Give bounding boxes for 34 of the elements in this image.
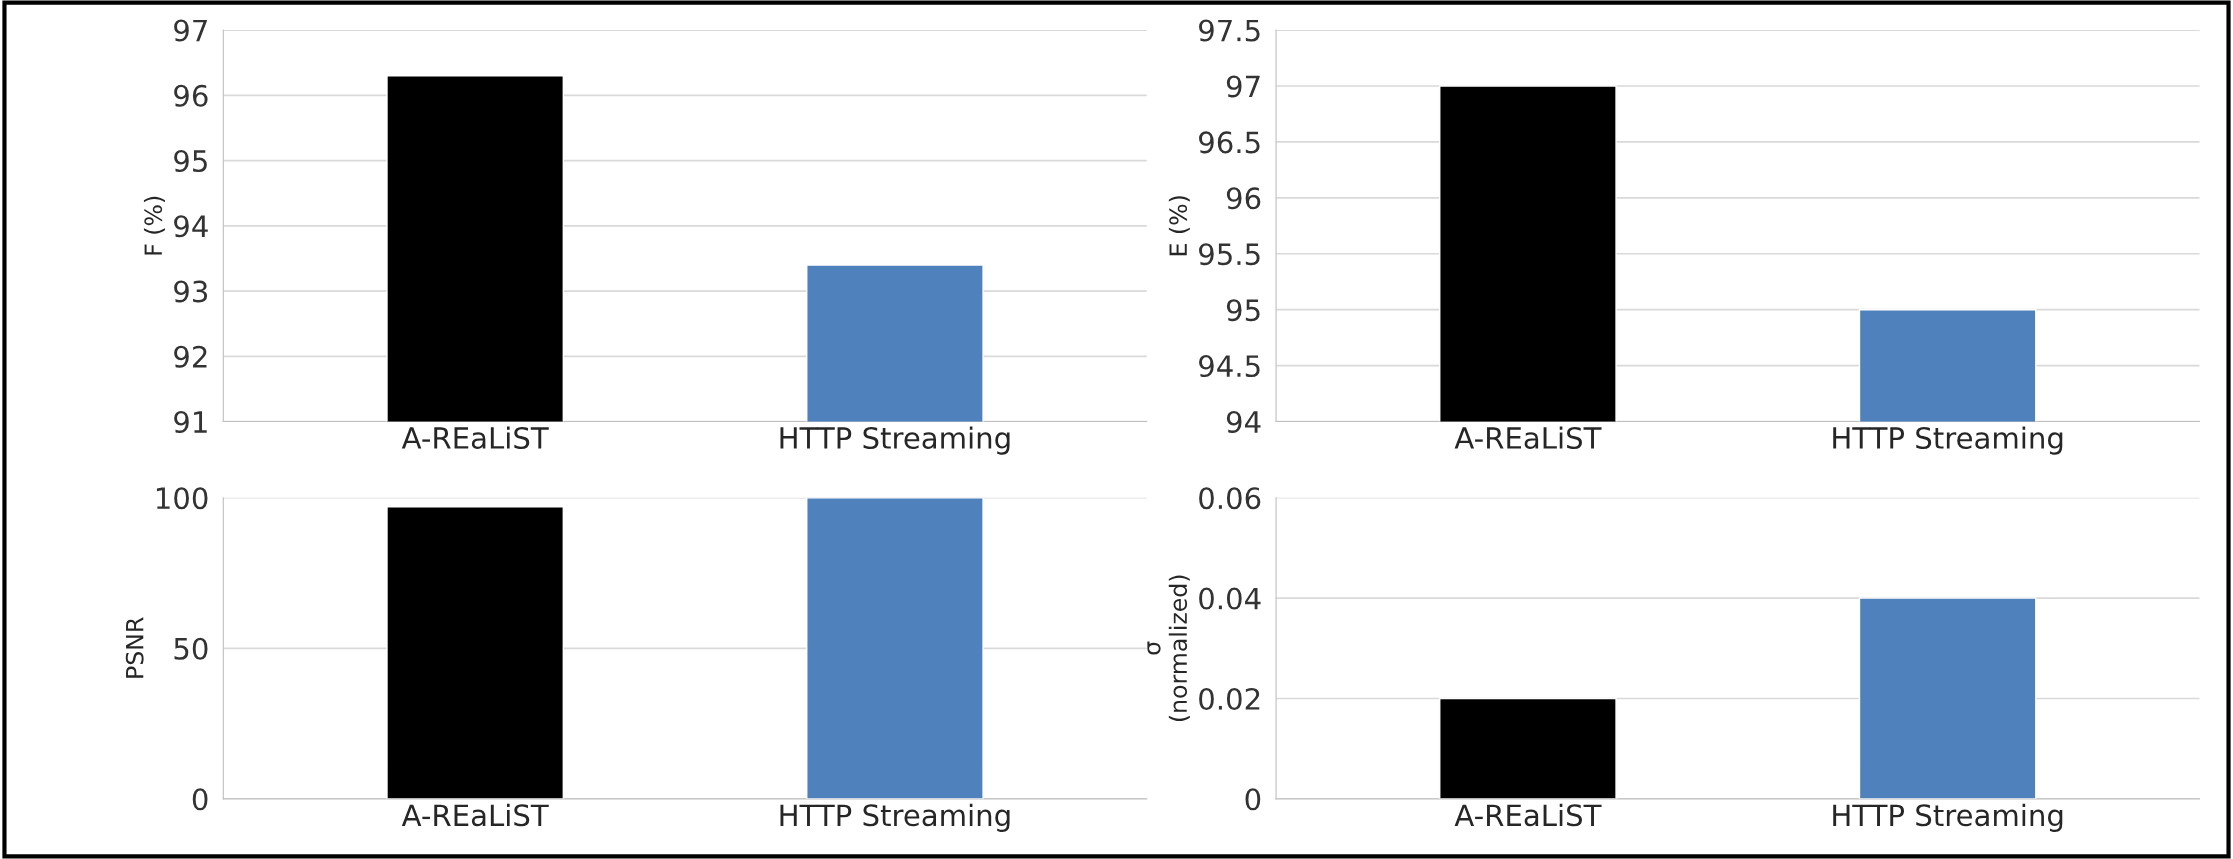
y-tick-label: 97.5 (1199, 19, 1260, 42)
y-tick-label: 0.04 (1199, 587, 1261, 610)
x-tick-label: A-REaLiST (401, 803, 549, 827)
y-tick-label: 94 (174, 215, 208, 238)
y-tick-label: 91 (174, 410, 207, 434)
y-axis-title: F (%) (143, 196, 165, 255)
y-axis-title: σ (normalized) (1147, 575, 1190, 722)
x-tick-label: HTTP Streaming (1833, 426, 2063, 455)
x-tick-label: A-REaLiST (401, 426, 549, 449)
y-tick-label: 94.5 (1199, 355, 1260, 378)
x-tick-label: HTTP Streaming (1833, 803, 2063, 832)
y-tick-label: 0 (1245, 788, 1261, 811)
x-tick-label: A-REaLiST (1454, 426, 1602, 449)
y-tick-label: 50 (174, 637, 208, 660)
x-tick-label: HTTP Streaming (780, 803, 1010, 832)
y-tick-label: 95.5 (1199, 243, 1260, 266)
y-tick-label: 0.06 (1199, 487, 1261, 510)
y-tick-label: 96.5 (1199, 131, 1260, 154)
y-tick-label: 100 (156, 487, 208, 510)
x-tick-label: HTTP Streaming (780, 426, 1010, 455)
y-tick-label: 97 (174, 19, 207, 42)
y-tick-label: 95 (1226, 299, 1260, 322)
y-tick-label: 0.02 (1199, 687, 1260, 710)
y-tick-label: 96 (174, 84, 208, 107)
y-tick-label: 92 (174, 345, 207, 368)
y-tick-label: 94 (1226, 410, 1261, 434)
y-tick-label: 96 (1226, 187, 1261, 210)
y-axis-title: PSNR (125, 617, 144, 678)
y-tick-label: 95 (174, 149, 207, 173)
x-tick-label: A-REaLiST (1454, 803, 1602, 827)
y-tick-label: 0 (192, 788, 208, 811)
y-tick-label: 97 (1226, 75, 1260, 98)
y-tick-label: 93 (174, 280, 208, 303)
y-axis-title: E (%) (1168, 196, 1190, 256)
